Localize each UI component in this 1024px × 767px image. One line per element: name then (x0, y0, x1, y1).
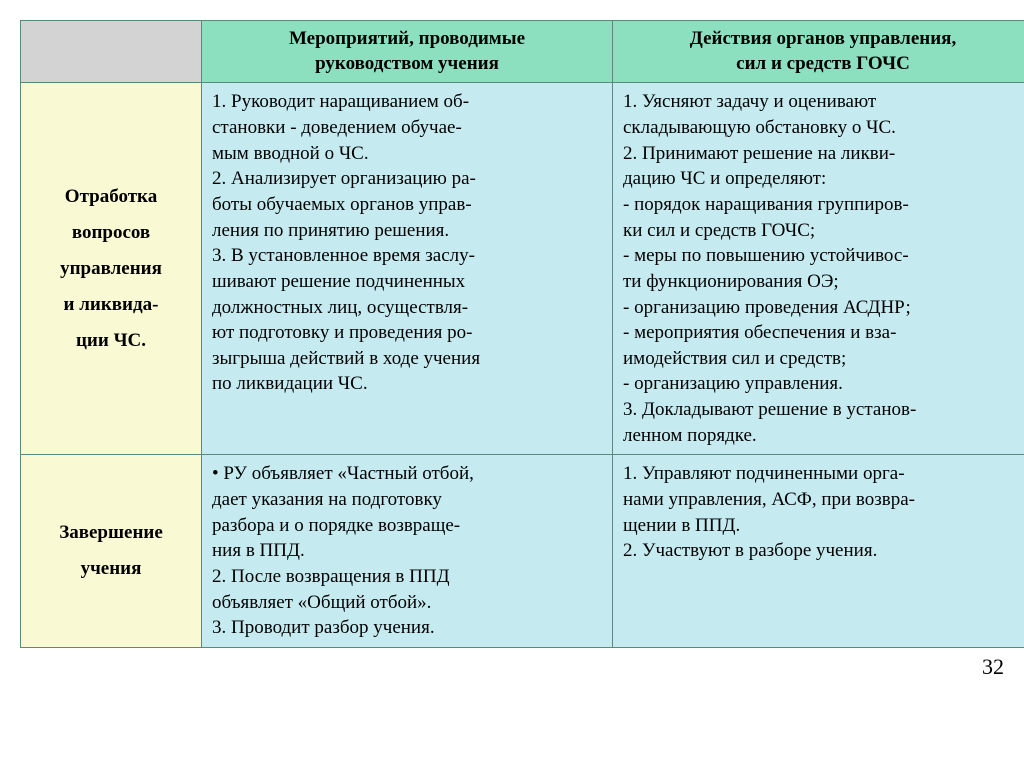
page-number: 32 (20, 654, 1014, 680)
table-row: Отработка вопросов управления и ликвида-… (21, 83, 1024, 455)
row1-col3: 1. Уясняют задачу и оцениваютскладывающу… (613, 83, 1024, 455)
header-empty-cell (21, 21, 202, 83)
header-col3: Действия органов управления, сил и средс… (613, 21, 1024, 83)
row2-col2: • РУ объявляет «Частный отбой,дает указа… (202, 455, 613, 647)
row2-label: Завершение учения (21, 455, 202, 647)
table-row: Завершение учения • РУ объявляет «Частны… (21, 455, 1024, 647)
header-col2-line1: Мероприятий, проводимые (289, 28, 525, 49)
row2-col3: 1. Управляют подчиненными орга-нами упра… (613, 455, 1024, 647)
header-col2-line2: руководством учения (315, 53, 499, 74)
row1-label-l4: и ликвида- (64, 294, 159, 315)
row1-label-l1: Отработка (65, 186, 157, 207)
header-row: Мероприятий, проводимые руководством уче… (21, 21, 1024, 83)
row2-label-l1: Завершение (59, 522, 163, 543)
header-col2: Мероприятий, проводимые руководством уче… (202, 21, 613, 83)
row1-label-l2: вопросов (72, 222, 150, 243)
row2-label-l2: учения (81, 558, 142, 579)
row1-col2: 1. Руководит наращиванием об-становки - … (202, 83, 613, 455)
header-col3-line1: Действия органов управления, (690, 28, 956, 49)
row1-label-l5: ции ЧС. (76, 330, 146, 351)
row1-label: Отработка вопросов управления и ликвида-… (21, 83, 202, 455)
row1-label-l3: управления (60, 258, 162, 279)
header-col3-line2: сил и средств ГОЧС (736, 53, 910, 74)
exercise-table: Мероприятий, проводимые руководством уче… (20, 20, 1024, 648)
